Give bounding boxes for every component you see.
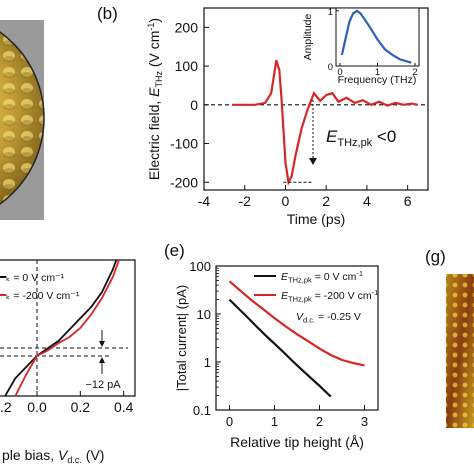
panel-e-x-ticks: 0 1 2 3 <box>226 405 368 429</box>
panel-e-y-tick-label-3: 100 <box>189 259 211 274</box>
panel-d-x-tick-label-3: 0.4 <box>114 399 134 415</box>
panel-b-frame <box>203 7 429 191</box>
panel-b-x-tick-label-4: 4 <box>363 193 371 209</box>
panel-b-y-label: Electric field, ETHz (V cm-1) <box>146 18 164 180</box>
panel-e-legend-0: ETHz,pk = 0 V cm-1 <box>281 269 363 285</box>
panel-e-x-label: Relative tip height (Å) <box>230 434 364 450</box>
panel-e-label: (e) <box>164 241 185 260</box>
panel-d-x-ticks: .2 0.0 0.2 0.4 <box>0 391 134 415</box>
inset-x-tick-label-0: 0 <box>337 67 342 78</box>
panel-b-inset: 0 1 2 0 1 Frequency (THz) Amplitude <box>302 7 420 86</box>
inset-frame <box>335 7 420 67</box>
panel-b-x-label: Time (ps) <box>287 211 346 227</box>
panel-g-image-texture <box>446 274 474 428</box>
panel-a-surface-texture <box>0 32 44 204</box>
panel-b-x-tick-label-0: -4 <box>198 193 211 209</box>
panel-e-frame <box>215 265 379 411</box>
panel-d-arrow-down-head <box>99 341 105 347</box>
panel-b-x-ticks: -4 -2 0 2 4 6 <box>198 185 412 209</box>
panel-b-y-tick-label-1: -100 <box>170 136 198 152</box>
panel-e-y-tick-label-1: 1 <box>204 355 211 370</box>
inset-x-label: Frequency (THz) <box>338 74 417 86</box>
inset-series-line <box>340 9 412 64</box>
panel-b-peak-arrow-head <box>309 158 317 165</box>
panel-b-x-tick-label-5: 6 <box>404 193 412 209</box>
panel-e-x-tick-label-0: 0 <box>226 414 233 429</box>
panel-e: (e) 0.1 1 10 100 0 1 2 3 ETHz,pk = 0 V cm-1 ET… <box>164 241 379 450</box>
panel-d-frame <box>0 259 136 397</box>
panel-d-x-label: ple bias, Vd.c. (V) <box>2 447 104 465</box>
panel-d-legend-0: ₖ = 0 V cm⁻¹ <box>6 272 65 284</box>
panel-e-legend-1: ETHz,pk = -200 V cm-1 <box>281 288 378 304</box>
panel-d-x-tick-label-2: 0.2 <box>71 399 91 415</box>
panel-b-y-tick-label-0: -200 <box>170 174 198 190</box>
panel-b-y-tick-label-3: 100 <box>175 58 199 74</box>
panel-e-series-1 <box>228 280 365 367</box>
panel-b-series-line <box>232 59 419 186</box>
panel-g-label: (g) <box>425 247 446 266</box>
panel-a-outline <box>0 31 45 205</box>
panel-e-y-tick-label-2: 10 <box>197 307 211 322</box>
panel-b-label: (b) <box>97 4 118 23</box>
panel-a <box>0 20 45 220</box>
panel-d-x-tick-label-1: 0.0 <box>27 399 47 415</box>
panel-e-x-tick-label-2: 2 <box>316 414 323 429</box>
panel-d: .2 0.0 0.2 0.4 −12 pA ₖ = 0 V cm⁻¹ ₖ = -200… <box>0 259 136 465</box>
panel-e-series-0 <box>228 298 332 398</box>
inset-y-tick-label-1: 1 <box>328 7 333 18</box>
panel-g: (g) <box>425 247 474 428</box>
panel-d-series-0 <box>4 260 118 396</box>
panel-b-y-ticks: -200 -100 0 100 200 <box>170 19 209 190</box>
panel-b-annotation: ETHz,pk <0 <box>326 127 396 149</box>
panel-e-x-tick-label-1: 1 <box>271 414 278 429</box>
panel-e-y-ticks: 0.1 1 10 100 <box>189 259 221 418</box>
panel-e-note: Vd.c. = -0.25 V <box>296 311 361 325</box>
panel-d-series-1 <box>14 260 120 396</box>
inset-ticks: 0 1 2 0 1 <box>328 7 418 78</box>
panel-d-x-tick-label-0: .2 <box>0 399 12 415</box>
inset-y-tick-label-0: 0 <box>328 62 333 73</box>
panel-e-y-tick-label-0: 0.1 <box>193 403 211 418</box>
panel-b-x-tick-label-2: 0 <box>282 193 290 209</box>
panel-d-arrow-up-head <box>99 357 105 363</box>
panel-b-x-tick-label-1: -2 <box>239 193 252 209</box>
panel-b-x-tick-label-3: 2 <box>322 193 330 209</box>
inset-x-tick-label-1: 1 <box>375 67 380 78</box>
panel-b-y-tick-label-4: 200 <box>175 19 199 35</box>
panel-d-legend-1: ₖ = -200 V cm⁻¹ <box>6 290 80 302</box>
inset-y-label: Amplitude <box>302 14 314 61</box>
panel-e-x-tick-label-3: 3 <box>361 414 368 429</box>
inset-x-tick-label-2: 2 <box>412 67 417 78</box>
panel-d-annotation: −12 pA <box>85 379 121 391</box>
panel-b-y-tick-label-2: 0 <box>190 97 198 113</box>
panel-e-y-label: |Total current| (pA) <box>174 285 189 391</box>
